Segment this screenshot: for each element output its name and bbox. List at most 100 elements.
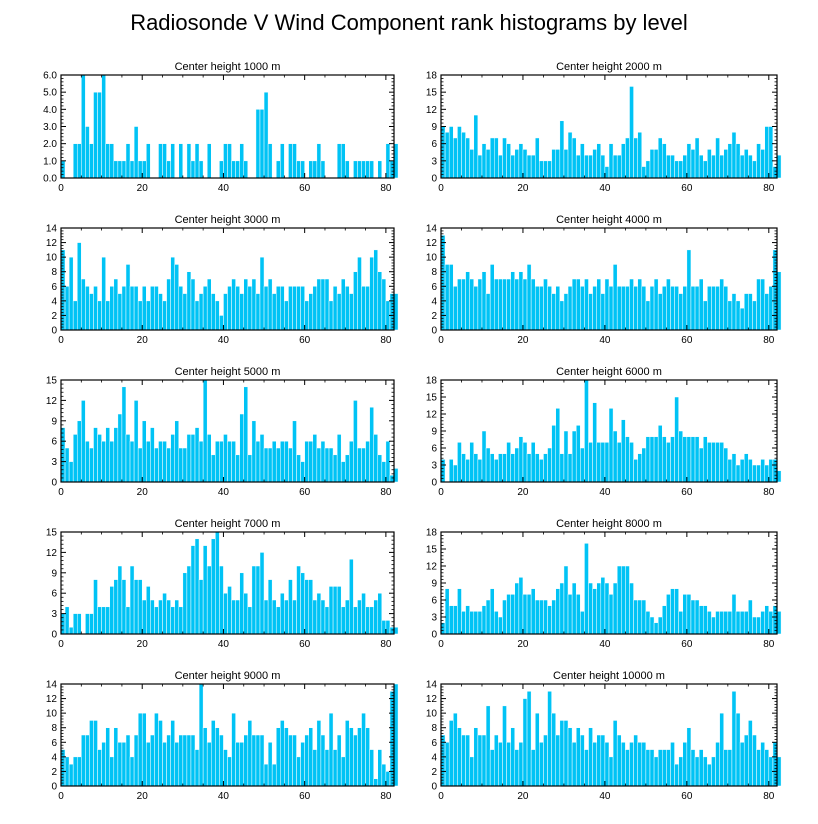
histogram-bar [113,160,119,179]
histogram-bar [76,613,82,635]
histogram-bar [125,606,131,635]
histogram-bar [251,734,257,787]
plot-frame [60,379,395,483]
histogram-bar [440,622,446,635]
histogram-bar [711,286,716,331]
histogram-bar [353,400,358,483]
histogram-bar [190,160,196,179]
histogram-bar [473,611,479,635]
histogram-bar [288,447,293,483]
histogram-bar [381,278,387,331]
histogram-bar [101,606,106,635]
histogram-bar [633,734,638,787]
histogram-bar [243,278,249,331]
plot-frame [60,531,395,635]
histogram-bar [85,613,90,635]
histogram-bar [377,749,383,787]
x-tick-label: 0 [58,791,64,802]
histogram-bar [469,278,475,331]
histogram-bar [698,278,704,331]
histogram-bar [113,427,119,483]
histogram-bar [494,459,499,483]
histogram-bar [202,286,208,331]
y-tick-label: 8 [431,723,437,734]
histogram-bar [316,447,322,483]
histogram-bar [64,447,70,483]
histogram-bar [465,459,470,483]
histogram-bar [361,160,366,179]
histogram-bar [60,613,66,635]
histogram-bar [211,720,216,787]
histogram-bar [588,154,593,179]
histogram-bar [85,440,90,483]
histogram-bar [481,605,487,635]
histogram-bar [243,160,249,179]
histogram-bar [526,691,532,787]
histogram-bar [357,160,362,179]
histogram-bar [653,436,659,483]
histogram-bar [275,727,281,787]
histogram-bar [255,109,261,179]
x-tick-label: 80 [380,335,392,346]
histogram-bar [481,430,487,483]
histogram-bar [547,286,552,331]
histogram-bar [678,756,684,787]
histogram-bar [506,442,511,483]
histogram-bar [288,286,293,331]
panel-title: Center height 7000 m [175,518,281,530]
histogram-bar [129,160,135,179]
histogram-bar [194,538,200,635]
histogram-bar [526,594,532,635]
x-tick-label: 20 [517,335,529,346]
histogram-bar [649,616,655,635]
histogram-bar [698,447,704,483]
histogram-bar [72,756,78,787]
histogram-bar [551,149,556,179]
histogram-bar [170,434,175,483]
histogram-bar [666,154,671,179]
histogram-bar [461,131,466,179]
histogram-bar [275,160,281,179]
histogram-bar [649,149,655,179]
histogram-bar [539,286,544,331]
y-tick-label: 3.0 [43,122,57,133]
histogram-bar [312,599,318,635]
y-tick-label: 2 [431,767,437,778]
y-tick-label: 0 [431,326,437,337]
histogram-bar [502,137,507,179]
panel-title: Center height 3000 m [175,214,281,226]
x-tick-label: 0 [58,487,64,498]
histogram-bar [166,278,171,331]
histogram-bar [653,278,659,331]
histogram-bar [178,734,184,787]
histogram-bar [534,453,540,483]
histogram-bar [502,705,507,787]
histogram-bar [739,742,745,787]
histogram-bar [336,586,342,635]
histogram-bar [178,606,184,635]
histogram-bar [485,599,491,635]
histogram-bar [739,459,745,483]
histogram-bar [453,605,458,635]
x-tick-label: 80 [763,639,775,650]
histogram-bar [219,565,224,635]
histogram-bar [271,293,277,331]
histogram-bar [686,249,692,331]
histogram-bar [657,749,663,787]
histogram-bar [162,143,167,179]
histogram-bar [275,447,281,483]
histogram-bar [567,727,573,787]
histogram-bar [353,271,358,331]
histogram-bar [76,143,82,179]
histogram-bar [137,160,143,179]
histogram-bar [498,278,503,331]
histogram-bar [373,249,379,331]
x-tick-label: 60 [299,639,311,650]
histogram-bar [559,300,565,331]
histogram-bar [489,137,495,179]
histogram-bar [85,734,90,787]
histogram-bar [702,756,708,787]
histogram-bar [194,143,200,179]
histogram-bar [772,742,778,787]
histogram-bar [141,420,147,483]
